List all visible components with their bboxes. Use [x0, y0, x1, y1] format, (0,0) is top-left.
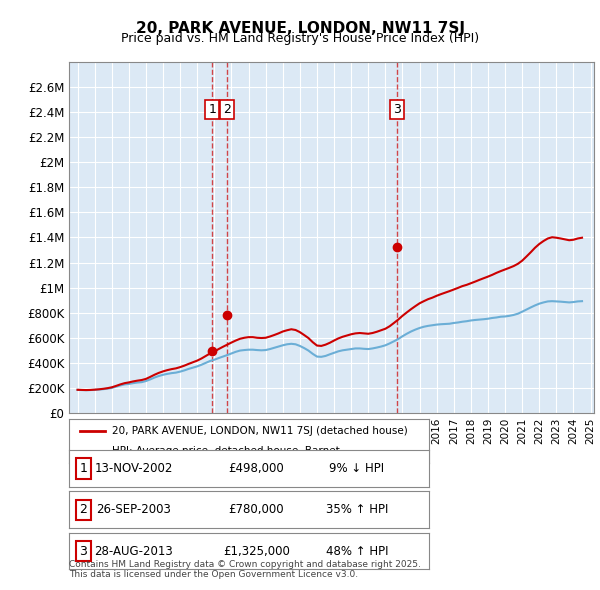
Text: 13-NOV-2002: 13-NOV-2002 [95, 462, 173, 475]
Text: 20, PARK AVENUE, LONDON, NW11 7SJ: 20, PARK AVENUE, LONDON, NW11 7SJ [136, 21, 464, 35]
Text: £780,000: £780,000 [229, 503, 284, 516]
Text: 2: 2 [79, 503, 88, 516]
Text: 28-AUG-2013: 28-AUG-2013 [94, 545, 173, 558]
Text: Price paid vs. HM Land Registry's House Price Index (HPI): Price paid vs. HM Land Registry's House … [121, 32, 479, 45]
Text: 26-SEP-2003: 26-SEP-2003 [97, 503, 171, 516]
Text: 48% ↑ HPI: 48% ↑ HPI [326, 545, 388, 558]
Text: 20, PARK AVENUE, LONDON, NW11 7SJ (detached house): 20, PARK AVENUE, LONDON, NW11 7SJ (detac… [112, 427, 408, 436]
Text: 3: 3 [392, 103, 401, 116]
Text: £1,325,000: £1,325,000 [223, 545, 290, 558]
Text: 3: 3 [79, 545, 88, 558]
Text: 9% ↓ HPI: 9% ↓ HPI [329, 462, 385, 475]
Text: HPI: Average price, detached house, Barnet: HPI: Average price, detached house, Barn… [112, 446, 340, 455]
Text: 1: 1 [208, 103, 216, 116]
Text: Contains HM Land Registry data © Crown copyright and database right 2025.
This d: Contains HM Land Registry data © Crown c… [69, 560, 421, 579]
Text: 2: 2 [223, 103, 231, 116]
Text: 1: 1 [79, 462, 88, 475]
Text: £498,000: £498,000 [229, 462, 284, 475]
Text: 35% ↑ HPI: 35% ↑ HPI [326, 503, 388, 516]
